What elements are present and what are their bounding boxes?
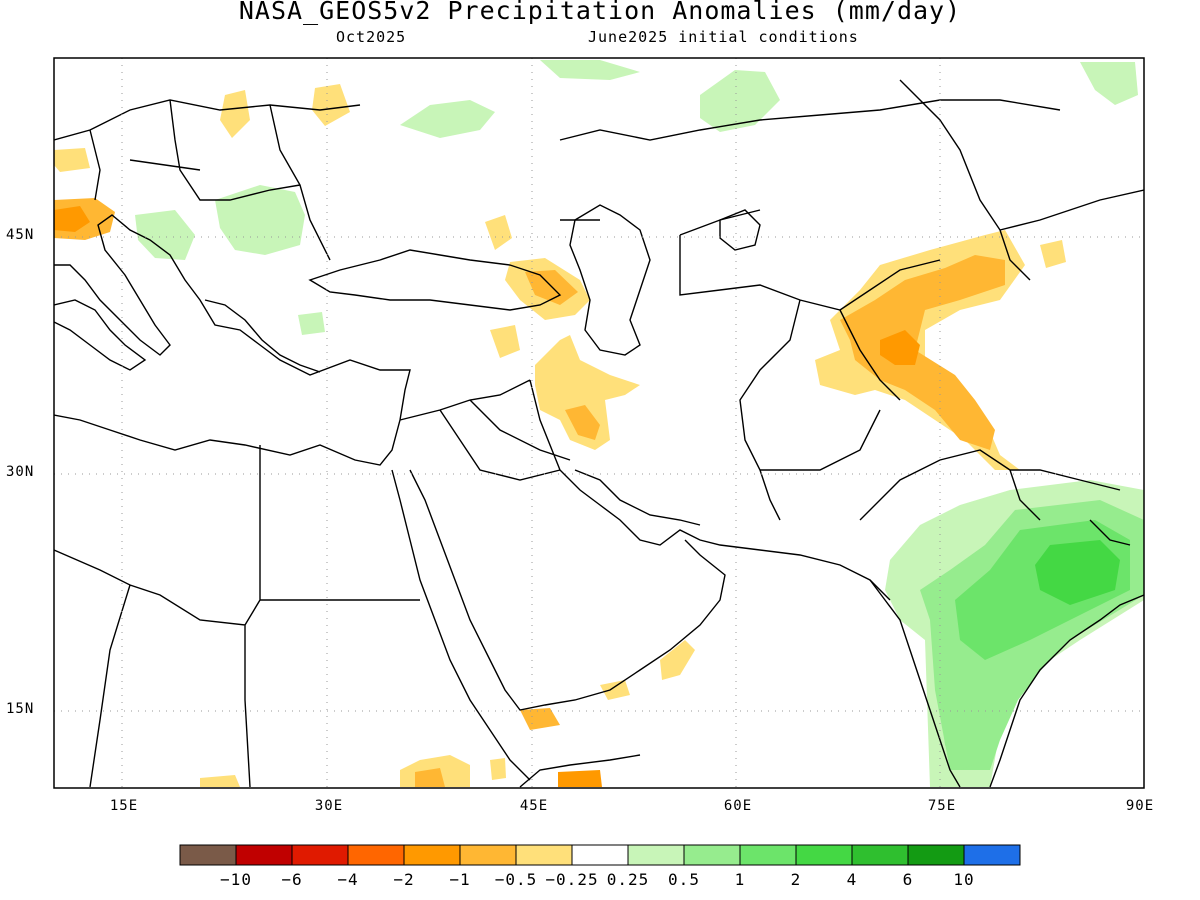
- colorbar-tick-label: −0.25: [545, 870, 599, 889]
- colorbar-swatch: [739, 844, 797, 866]
- wet-anomaly-volga: [400, 100, 495, 138]
- coastline-black-sea: [308, 249, 562, 311]
- colorbar-tick-label: 10: [953, 870, 975, 889]
- colorbar-swatch: [235, 844, 293, 866]
- lat-label-45n: 45N: [6, 227, 35, 243]
- colorbar-swatch: [291, 844, 349, 866]
- lat-label-15n: 15N: [6, 701, 35, 717]
- colorbar-tick-label: 1: [734, 870, 746, 889]
- colorbar-tick-label: −0.5: [494, 870, 538, 889]
- dry-anomaly-eritrea: [490, 758, 506, 780]
- wet-anomaly-balkans: [215, 185, 305, 255]
- coastline-aral: [719, 209, 761, 251]
- colorbar-tick-label: 0.5: [668, 870, 700, 889]
- dry-anomaly-yemen: [600, 680, 630, 700]
- map-title: NASA_GEOS5v2 Precipitation Anomalies (mm…: [238, 0, 962, 25]
- coastline-italy: [54, 299, 147, 371]
- colorbar-tick-label: −2: [393, 870, 415, 889]
- colorbar-swatch: [795, 844, 853, 866]
- wet-anomaly-bangladesh: [1035, 540, 1120, 605]
- coastline-india-east: [989, 594, 1144, 788]
- borders-south-asia: [859, 449, 1131, 546]
- wet-anomaly-kazakhstan: [700, 70, 780, 132]
- dry-anomaly-iraq: [535, 335, 640, 450]
- dry-anomaly-central-europe: [54, 148, 90, 172]
- map-frame: [53, 57, 1145, 789]
- colorbar-tick-label: −10: [220, 870, 252, 889]
- anomaly-field: [54, 60, 1144, 787]
- colorbar-swatch: [963, 844, 1021, 866]
- coastline-red-sea-east: [409, 469, 726, 711]
- dry-anomaly-mongolia: [1040, 240, 1066, 268]
- colorbar-swatch: [347, 844, 405, 866]
- dry-anomaly-yemen-west: [520, 708, 560, 730]
- colorbar-swatch: [515, 844, 573, 866]
- dry-anomaly-core: [880, 330, 920, 365]
- colorbar-tick-label: −6: [281, 870, 303, 889]
- borders-europe: [54, 99, 361, 261]
- dry-anomaly-tajikistan: [840, 255, 1005, 450]
- coastline-aegean: [204, 299, 321, 373]
- colorbar-swatch: [851, 844, 909, 866]
- forecast-month: Oct2025: [336, 28, 407, 46]
- wet-anomaly-balkans-west: [135, 210, 195, 260]
- wet-anomaly-greece: [298, 312, 325, 335]
- colorbar-swatch: [403, 844, 461, 866]
- coastlines-and-borders: [54, 79, 1144, 788]
- dry-anomaly-caucasus-core: [525, 270, 578, 305]
- colorbar-tick-label: 4: [846, 870, 858, 889]
- dry-anomaly-oman: [660, 640, 695, 680]
- colorbar-swatch: [683, 844, 741, 866]
- dry-anomaly-italy-core: [54, 206, 90, 232]
- lon-label-30e: 30E: [314, 798, 344, 814]
- lon-label-60e: 60E: [723, 798, 753, 814]
- coastline-iran-south: [574, 469, 701, 526]
- colorbar-swatch: [179, 844, 237, 866]
- coastline-red-sea-west: [391, 469, 531, 781]
- colorbar-tick-label: 6: [902, 870, 914, 889]
- initial-conditions: June2025 initial conditions: [588, 28, 859, 46]
- colorbar-swatch: [459, 844, 517, 866]
- lon-label-15e: 15E: [109, 798, 139, 814]
- coastline-persian-gulf: [559, 469, 891, 601]
- lat-label-30n: 30N: [6, 464, 35, 480]
- dry-anomaly-poland: [220, 90, 250, 138]
- dry-anomaly-somalia: [558, 770, 602, 787]
- colorbar: [179, 844, 1021, 866]
- colorbar-swatch: [627, 844, 685, 866]
- colorbar-swatch: [907, 844, 965, 866]
- colorbar-tick-label: −4: [337, 870, 359, 889]
- coastline-india-west: [869, 579, 961, 788]
- lon-label-90e: 90E: [1125, 798, 1155, 814]
- coastline-africa-horn: [519, 754, 641, 788]
- wet-anomaly-russia-north: [540, 60, 640, 80]
- colorbar-tick-label: −1: [449, 870, 471, 889]
- gridlines: [54, 58, 1144, 788]
- wet-anomaly-india-south: [940, 690, 990, 770]
- dry-anomaly-ethiopia-core: [415, 768, 445, 787]
- colorbar-tick-label: 2: [790, 870, 802, 889]
- lon-label-45e: 45E: [519, 798, 549, 814]
- lon-label-75e: 75E: [927, 798, 957, 814]
- dry-anomaly-sudan: [200, 775, 240, 787]
- dry-anomaly-volga: [485, 215, 512, 250]
- colorbar-swatch: [571, 844, 629, 866]
- coastline-mediterranean: [54, 214, 411, 466]
- borders-central-asia: [560, 209, 941, 521]
- borders-africa: [54, 445, 420, 788]
- borders-middle-east: [399, 379, 571, 481]
- wet-anomaly-siberia: [1080, 62, 1138, 105]
- coastline-caspian: [569, 204, 651, 356]
- dry-anomaly-iraq-core: [565, 405, 600, 440]
- colorbar-tick-label: 0.25: [606, 870, 650, 889]
- dry-anomaly-belarus: [312, 84, 350, 126]
- dry-anomaly-turkey-east: [490, 325, 520, 358]
- borders-russia-kazakhstan: [559, 79, 1144, 281]
